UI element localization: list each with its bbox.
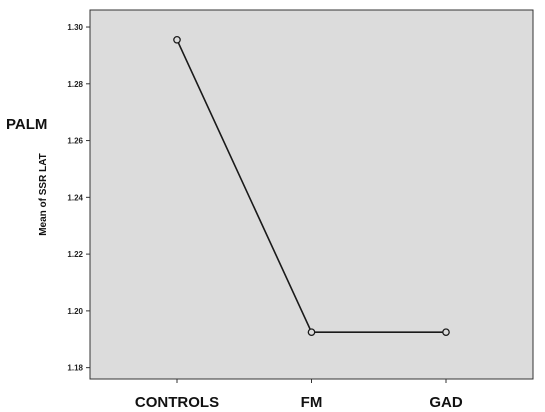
data-point [307,328,316,337]
y-tick-label: 1.30 [67,23,83,32]
x-tick-label: GAD [429,394,463,411]
axis-ticks: 1.18 1.20 1.22 1.24 1.26 1.28 1.30 CONTROLS FM GA… [67,23,462,411]
y-tick-label: 1.24 [67,193,83,202]
plot-area [89,9,534,380]
y-tick-label: 1.20 [67,307,83,316]
y-axis-title: Mean of SSR LAT [38,153,49,236]
side-label: PALM [6,116,48,133]
x-tick-label: CONTROLS [135,394,219,411]
data-point [173,35,181,44]
y-tick-label: 1.26 [67,137,83,146]
x-tick-label: FM [301,394,323,411]
y-tick-label: 1.28 [67,80,83,89]
series [173,35,450,337]
data-point [442,328,450,337]
y-tick-label: 1.22 [67,250,83,259]
y-tick-label: 1.18 [67,364,83,373]
